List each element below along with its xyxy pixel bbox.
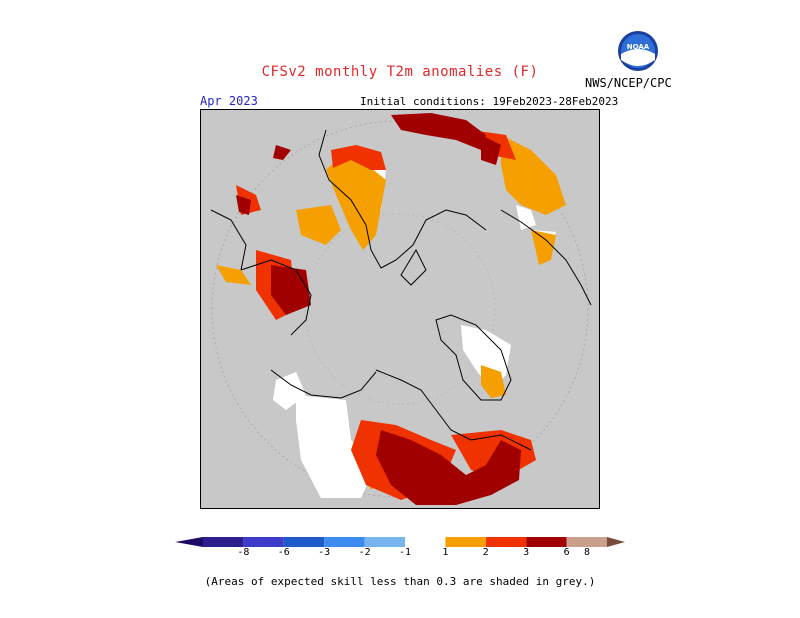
colorbar-end-low <box>175 537 203 547</box>
colorbar-bin <box>364 537 405 547</box>
colorbar-tick-label: 1 <box>442 547 449 558</box>
polar-map <box>200 109 600 509</box>
colorbar-end-high <box>607 537 625 547</box>
colorbar-bin <box>526 537 567 547</box>
colorbar <box>175 537 625 547</box>
colorbar-tick-label: -1 <box>398 547 412 558</box>
colorbar-bin <box>324 537 365 547</box>
colorbar-tick-label: 3 <box>523 547 530 558</box>
colorbar-bin <box>485 537 527 547</box>
colorbar-bin <box>445 537 486 547</box>
colorbar-tick-label: -6 <box>277 547 290 558</box>
colorbar-bin <box>405 537 446 547</box>
noaa-logo: NOAA <box>618 31 658 71</box>
colorbar-tick-label: 2 <box>482 547 489 558</box>
colorbar-tick-label: 6 <box>563 547 570 558</box>
colorbar-bin <box>283 537 325 547</box>
initial-conditions-label: Initial conditions: 19Feb2023-28Feb2023 <box>360 95 619 108</box>
colorbar-tick-label: 8 <box>583 547 591 558</box>
colorbar-bin <box>566 537 607 547</box>
map-canvas <box>210 113 592 505</box>
skill-note: (Areas of expected skill less than 0.3 a… <box>204 575 596 588</box>
colorbar-bin <box>243 537 284 547</box>
svg-text:NOAA: NOAA <box>627 43 650 51</box>
colorbar-tick-label: -3 <box>318 547 331 558</box>
coastlines <box>210 129 592 451</box>
colorbar-bin <box>203 537 244 547</box>
colorbar-tick-label: -2 <box>358 547 371 558</box>
month-label: Apr 2023 <box>200 94 258 108</box>
org-label: NWS/NCEP/CPC <box>585 76 672 90</box>
map-title: CFSv2 monthly T2m anomalies (F) <box>261 64 539 80</box>
colorbar-tick-label: -8 <box>237 547 250 558</box>
